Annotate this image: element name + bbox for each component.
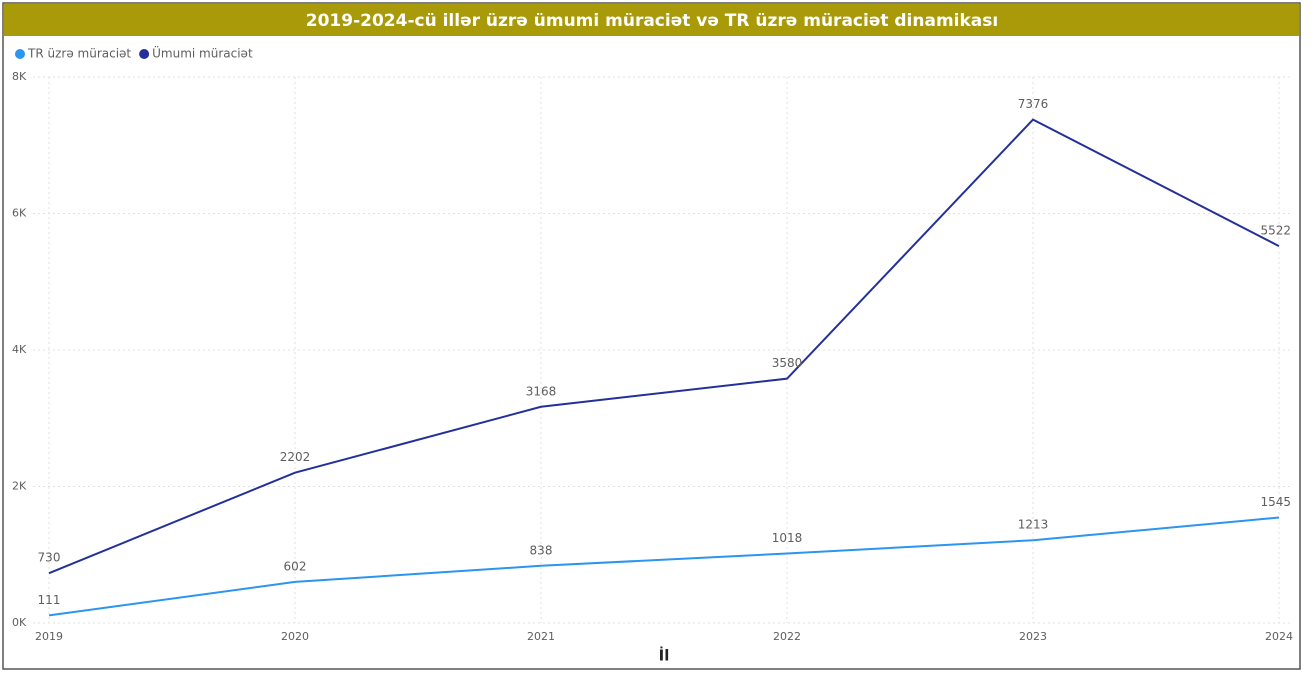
x-tick-label: 2024 <box>1265 630 1293 643</box>
data-label: 1545 <box>1260 495 1291 509</box>
data-label: 7376 <box>1018 97 1049 111</box>
x-axis-title: İl <box>659 646 670 665</box>
data-label: 2202 <box>280 450 311 464</box>
data-label: 838 <box>530 543 553 557</box>
y-tick-label: 8K <box>12 70 27 83</box>
x-tick-label: 2022 <box>773 630 801 643</box>
data-label: 5522 <box>1260 224 1291 238</box>
x-tick-label: 2019 <box>35 630 63 643</box>
legend-marker <box>15 49 25 59</box>
data-label: 3168 <box>526 384 557 398</box>
y-tick-label: 6K <box>12 207 27 220</box>
y-tick-label: 4K <box>12 343 27 356</box>
x-tick-label: 2021 <box>527 630 555 643</box>
data-label: 1018 <box>772 531 803 545</box>
data-line <box>48 516 1280 617</box>
data-label: 3580 <box>772 356 803 370</box>
chart-title: 2019-2024-cü illər üzrə ümumi müraciət v… <box>306 11 998 31</box>
data-line <box>48 118 1280 575</box>
legend-label: TR üzrə müraciət <box>27 47 131 61</box>
legend-marker <box>139 49 150 59</box>
x-tick-label: 2023 <box>1019 630 1047 643</box>
legend-label: Ümumi müraciət <box>152 45 253 61</box>
data-label: 111 <box>38 593 61 607</box>
card <box>2 2 1301 670</box>
y-tick-label: 2K <box>12 480 27 493</box>
title-bar <box>4 4 1299 36</box>
x-tick-label: 2020 <box>281 630 309 643</box>
data-label: 1213 <box>1018 518 1049 532</box>
data-label: 602 <box>284 559 307 573</box>
y-tick-label: 0K <box>12 616 27 629</box>
data-label: 730 <box>38 551 61 565</box>
